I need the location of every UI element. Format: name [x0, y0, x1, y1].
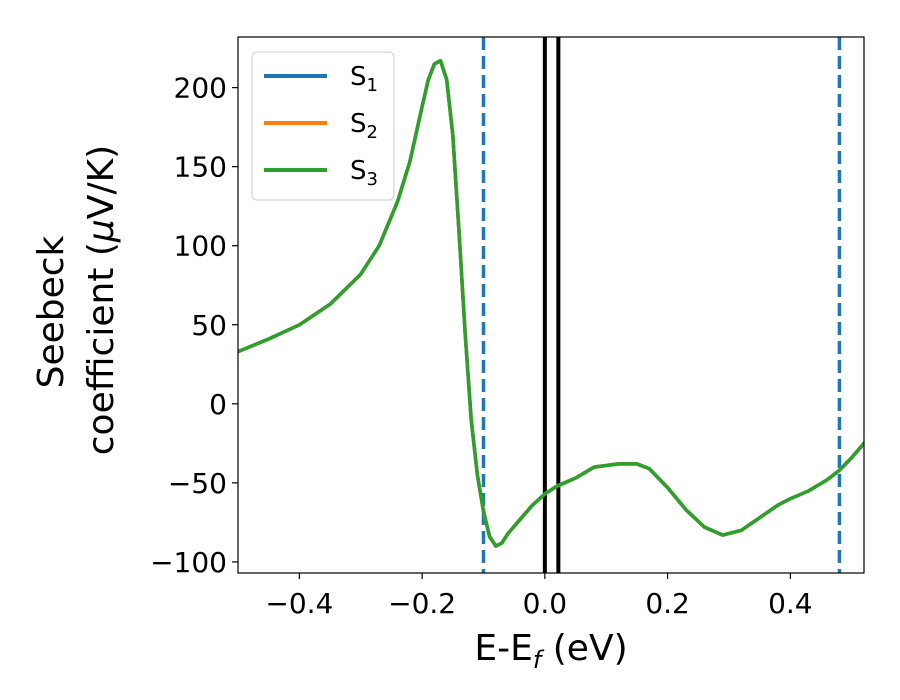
- y-axis-title-line1: Seebeck: [31, 235, 72, 388]
- series-lines: [238, 58, 864, 548]
- y-tick-label: 50: [191, 309, 227, 342]
- legend-label-S3: S3: [350, 156, 378, 190]
- y-tick-label: 100: [174, 230, 227, 263]
- x-tick-label: −0.2: [388, 587, 456, 620]
- x-axis-ticks: −0.4 −0.2 0.0 0.2 0.4: [265, 573, 813, 620]
- y-tick-label: −100: [150, 546, 227, 579]
- legend-label-S2: S2: [350, 109, 378, 143]
- legend-box: [251, 51, 395, 201]
- y-tick-label: 150: [174, 151, 227, 184]
- x-tick-label: 0.2: [645, 587, 690, 620]
- x-tick-label: 0.4: [768, 587, 813, 620]
- y-tick-label: 0: [209, 388, 227, 421]
- reference-lines: [481, 37, 842, 573]
- series-line-S3: [238, 58, 864, 548]
- y-tick-label: 200: [174, 72, 227, 105]
- legend-label-S1: S1: [350, 62, 378, 96]
- x-tick-label: −0.4: [265, 587, 333, 620]
- legend: S1 S2 S3: [251, 51, 395, 201]
- y-tick-label: −50: [168, 467, 227, 500]
- x-tick-label: 0.0: [523, 587, 568, 620]
- plot-frame: [237, 36, 865, 574]
- y-axis-ticks: −100 −50 0 50 100 150 200: [150, 72, 238, 579]
- x-axis-title: E-Ef (eV): [474, 628, 627, 674]
- y-axis-title-line2: coefficient (μV/K): [81, 145, 122, 455]
